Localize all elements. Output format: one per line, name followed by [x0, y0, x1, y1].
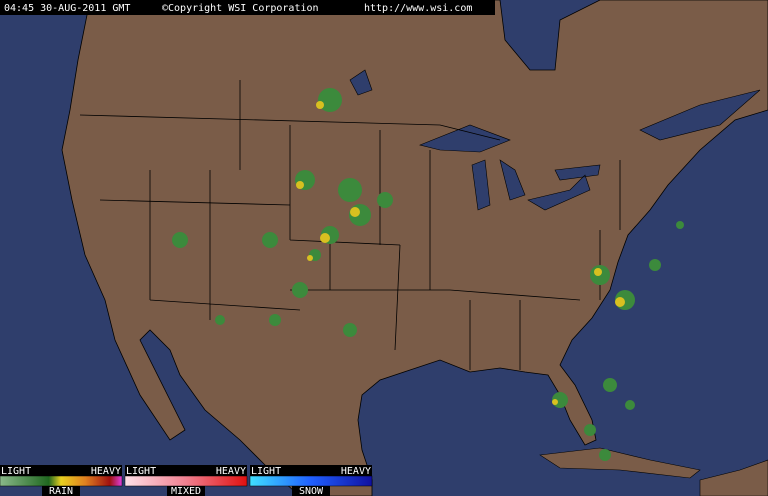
radar-echoes — [172, 88, 684, 461]
header-bar — [0, 0, 495, 15]
legend-label: MIXED — [171, 486, 201, 496]
legend-label: RAIN — [49, 486, 73, 496]
legend-scale — [0, 475, 123, 487]
land — [61, 0, 768, 496]
legend-scale — [249, 475, 373, 487]
legend-label-box — [167, 486, 205, 496]
legend-label-box — [42, 486, 80, 496]
legend-label: SNOW — [299, 486, 324, 496]
legend-scale — [124, 475, 248, 487]
legend-header — [0, 465, 122, 476]
islands — [539, 447, 768, 496]
legend-light: LIGHT — [251, 466, 281, 477]
copyright: ©Copyright WSI Corporation — [162, 3, 319, 14]
legend-light: LIGHT — [126, 466, 156, 477]
legend-heavy: HEAVY — [91, 466, 121, 477]
url: http://www.wsi.com — [364, 3, 472, 14]
legend-header — [250, 465, 372, 476]
legend-heavy: HEAVY — [216, 466, 246, 477]
timestamp: 04:45 30-AUG-2011 GMT — [4, 3, 130, 14]
legend-header — [125, 465, 247, 476]
legend-label-box — [292, 486, 330, 496]
legend-light: LIGHT — [1, 466, 31, 477]
lakes — [349, 69, 761, 211]
legend: LIGHT HEAVY RAIN LIGHT HEAVY MIXED LIGHT HEAVY S… — [0, 465, 373, 496]
legend-heavy: HEAVY — [341, 466, 371, 477]
